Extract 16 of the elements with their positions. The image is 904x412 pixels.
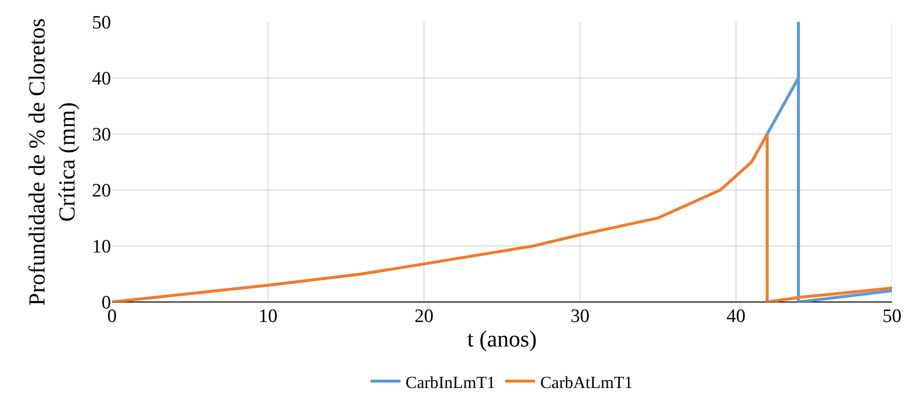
x-axis-title: t (anos) [467,326,537,352]
x-tick-label: 30 [570,306,590,327]
x-tick-label: 20 [414,306,434,327]
line-series [766,22,892,302]
x-tick-label: 40 [726,306,746,327]
y-tick-label: 40 [92,68,111,90]
legend-label: CarbInLmT1 [406,372,496,392]
x-tick-label: 50 [882,306,902,327]
y-tick-label: 20 [92,180,111,202]
y-axis-title: Profundidade de % de Cloretos Crítica (mm) [24,18,80,306]
y-tick-label: 10 [92,236,111,258]
x-tick-label: 10 [258,306,278,327]
legend-label: CarbAtLmT1 [540,372,633,392]
y-tick-label: 30 [92,124,111,146]
y-tick-label: 50 [92,12,111,34]
line-series [112,132,892,302]
